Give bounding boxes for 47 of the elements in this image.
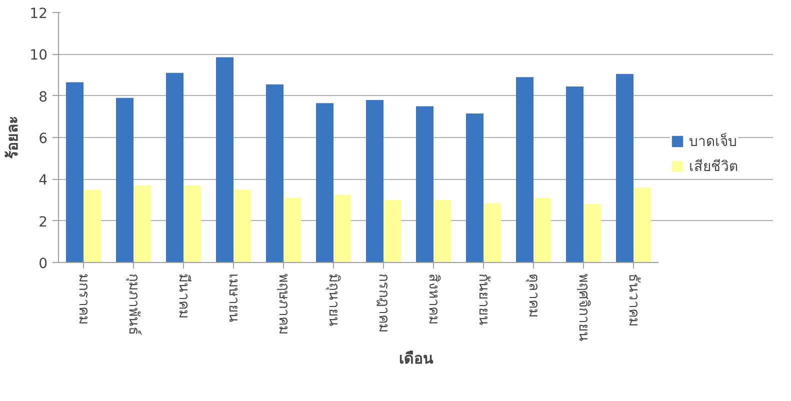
x-tick-label: ธันวาคม bbox=[626, 274, 642, 326]
x-tick-label: มีนาคม bbox=[176, 274, 192, 318]
bar bbox=[134, 185, 151, 262]
x-tick-label: พฤษภาคม bbox=[276, 274, 292, 334]
y-tick-label: 10 bbox=[30, 48, 48, 64]
y-axis-title: ร้อยละ bbox=[4, 116, 22, 159]
bar bbox=[566, 86, 584, 262]
bar bbox=[616, 74, 634, 262]
bar bbox=[216, 57, 234, 262]
y-tick-label: 6 bbox=[38, 131, 48, 147]
y-tick-label: 2 bbox=[38, 214, 48, 230]
bar bbox=[116, 98, 134, 262]
legend-label: บาดเจ็บ bbox=[689, 132, 737, 152]
bar bbox=[84, 190, 101, 262]
bar bbox=[384, 200, 401, 262]
x-tick-label: มกราคม bbox=[76, 274, 92, 324]
x-axis-title: เดือน bbox=[399, 350, 434, 368]
x-tick-label: สิงหาคม bbox=[426, 274, 442, 324]
x-tick-label: กรกฎาคม bbox=[376, 274, 392, 332]
bar bbox=[266, 84, 284, 262]
bar bbox=[484, 203, 501, 262]
x-tick-label: ตุลาคม bbox=[526, 274, 542, 318]
bar bbox=[534, 198, 551, 262]
bar bbox=[66, 82, 84, 262]
x-tick-label: กุมภาพันธ์ bbox=[126, 274, 142, 336]
bar bbox=[416, 106, 434, 262]
legend-label: เสียชีวิต bbox=[689, 158, 738, 177]
y-tick-label: 0 bbox=[38, 256, 48, 272]
bar bbox=[316, 103, 334, 262]
bar bbox=[434, 200, 451, 262]
bar bbox=[366, 100, 384, 262]
x-tick-label: มิถุนายน bbox=[326, 274, 342, 326]
bar bbox=[166, 72, 184, 262]
bar bbox=[184, 185, 201, 262]
bar bbox=[634, 188, 651, 262]
bar bbox=[516, 77, 534, 262]
y-tick-label: 4 bbox=[38, 172, 48, 189]
bar bbox=[466, 114, 484, 262]
bar bbox=[334, 194, 351, 262]
y-tick-label: 12 bbox=[30, 6, 48, 22]
x-tick-label: กันยายน bbox=[476, 274, 492, 326]
y-tick-label: 8 bbox=[38, 89, 48, 106]
bar bbox=[284, 198, 301, 262]
x-tick-label: เมษายน bbox=[226, 274, 242, 322]
x-tick-label: พฤศจิกายน bbox=[576, 274, 592, 342]
bar bbox=[584, 204, 601, 262]
bar bbox=[234, 190, 251, 262]
